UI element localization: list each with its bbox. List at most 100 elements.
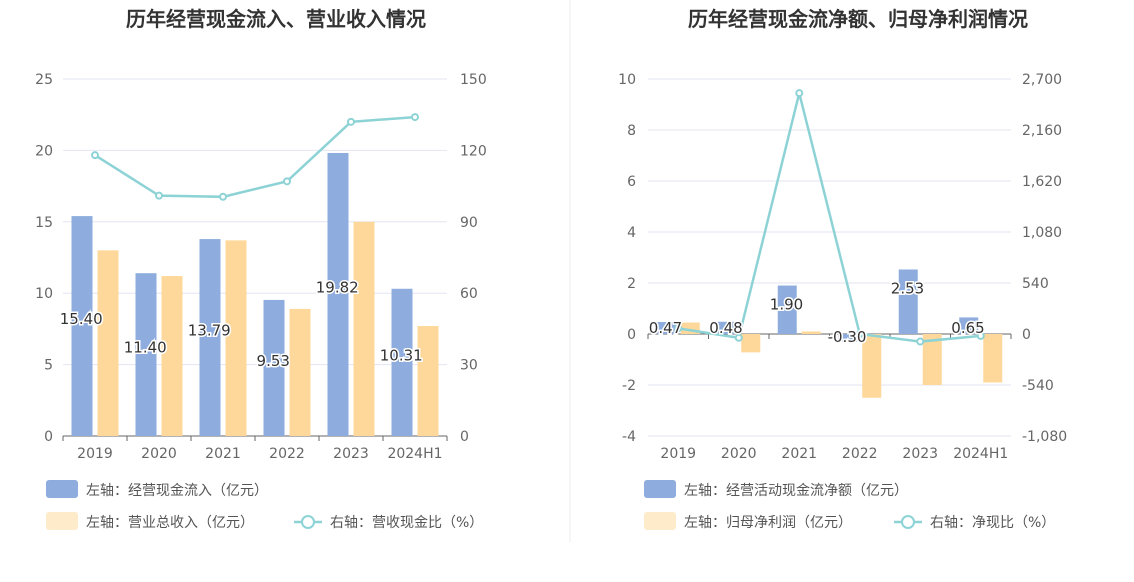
y-left-tick-label: 4 [627, 225, 636, 241]
y-left-tick-label: 25 [35, 72, 53, 88]
bar-0-primary [135, 273, 157, 436]
y-left-tick-label: 0 [627, 327, 636, 343]
data-label: 19.82 [316, 278, 359, 296]
y-right-tick-label: 0 [1022, 327, 1031, 343]
y-right-tick-label: 30 [460, 358, 478, 374]
bar-0-secondary [289, 308, 311, 436]
x-tick-label: 2024H1 [387, 446, 442, 462]
bar-1-primary [838, 334, 858, 342]
legend-label: 左轴：经营活动现金流净额（亿元） [684, 483, 908, 499]
legend-swatch-secondary [644, 512, 676, 530]
bar-0-secondary [161, 276, 183, 436]
y-right-tick-label: -540 [1022, 378, 1054, 394]
bar-1-primary [656, 322, 676, 334]
bar-0-secondary [417, 326, 439, 436]
bar-0-primary [71, 216, 93, 436]
data-label: 0.47 [649, 319, 682, 337]
bar-0-secondary [97, 250, 119, 436]
line-point [795, 89, 804, 98]
x-tick-label: 2021 [781, 446, 817, 462]
bar-1-secondary [862, 334, 882, 398]
bar-1-primary [898, 269, 918, 334]
legend-label: 左轴：归母净利润（亿元） [684, 514, 852, 531]
series-line [678, 92, 981, 343]
legend-label: 右轴：营收现金比（%） [330, 515, 483, 531]
line-point [976, 331, 985, 340]
y-left-tick-label: 6 [627, 174, 636, 190]
line-point [347, 117, 355, 126]
legend-swatch-secondary [46, 512, 78, 530]
y-right-tick-label: 120 [460, 143, 487, 159]
y-right-tick-label: 0 [460, 429, 469, 445]
legend-swatch-primary [46, 480, 78, 498]
x-tick-label: 2022 [269, 446, 305, 462]
line-point [91, 151, 99, 160]
bar-1-secondary [680, 322, 700, 334]
line-point [411, 113, 419, 122]
legend-swatch-primary [644, 480, 676, 498]
y-right-tick-label: -1,080 [1022, 429, 1067, 445]
y-left-tick-label: 8 [627, 123, 636, 139]
y-right-tick-label: 540 [1022, 276, 1049, 292]
chart-title-left: 历年经营现金流入、营业收入情况 [126, 7, 426, 31]
data-label: 2.53 [891, 279, 924, 297]
y-right-tick-label: 2,700 [1022, 72, 1062, 88]
data-label: 10.31 [380, 346, 423, 364]
x-tick-label: 2019 [77, 446, 113, 462]
y-left-tick-label: -4 [622, 429, 636, 445]
bar-0-primary [327, 152, 349, 436]
bar-1-secondary [922, 334, 942, 385]
line-point [734, 333, 743, 342]
x-tick-label: 2023 [333, 446, 369, 462]
y-right-tick-label: 150 [460, 72, 487, 88]
legend-label: 左轴：经营现金流入（亿元） [86, 483, 268, 499]
line-point [855, 330, 864, 338]
x-tick-label: 2021 [205, 446, 241, 462]
y-right-tick-label: 1,620 [1022, 174, 1062, 190]
bar-0-secondary [225, 240, 247, 436]
y-right-tick-label: 1,080 [1022, 225, 1062, 241]
x-tick-label: 2019 [660, 446, 696, 462]
bar-0-primary [263, 299, 285, 436]
chart-panel-left: 0 0 5 30 10 60 15 90 20 120 25 150 2019 2020 2021 2022 2… [35, 72, 487, 531]
legend-label: 右轴：净现比（%） [930, 515, 1055, 531]
line-point [219, 192, 227, 201]
bar-1-secondary [801, 331, 821, 334]
legend-line-marker [301, 515, 315, 529]
chart-title-right: 历年经营现金流净额、归母净利润情况 [688, 7, 1028, 31]
data-label: 11.40 [124, 339, 167, 357]
y-left-tick-label: 5 [44, 358, 53, 374]
x-tick-label: 2020 [141, 446, 177, 462]
y-right-tick-label: 90 [460, 215, 478, 231]
y-right-tick-label: 60 [460, 286, 478, 302]
data-label: 1.90 [770, 296, 803, 314]
bar-1-primary [717, 321, 737, 334]
bar-0-primary [199, 239, 221, 436]
series-line [94, 115, 416, 199]
y-right-tick-label: 2,160 [1022, 123, 1062, 139]
data-label: 0.48 [709, 319, 742, 337]
line-point [674, 324, 683, 333]
bar-1-primary [777, 285, 797, 334]
y-left-tick-label: 15 [35, 215, 53, 231]
bar-0-primary [391, 288, 413, 436]
data-label: 15.40 [60, 310, 103, 328]
y-left-tick-label: 10 [618, 72, 636, 88]
legend-label: 左轴：营业总收入（亿元） [86, 515, 254, 531]
data-label: -0.30 [828, 328, 867, 346]
bar-1-secondary [983, 334, 1003, 383]
y-left-tick-label: 20 [35, 143, 53, 159]
x-tick-label: 2022 [842, 446, 878, 462]
bar-1-secondary [741, 334, 761, 353]
bar-1-primary [959, 317, 979, 334]
y-left-tick-label: 0 [44, 429, 53, 445]
x-tick-label: 2023 [902, 446, 938, 462]
bar-0-secondary [353, 221, 375, 436]
legend-line-marker [901, 515, 915, 529]
y-left-tick-label: 10 [35, 286, 53, 302]
line-point [155, 191, 163, 200]
data-label: 0.65 [951, 319, 984, 337]
chart-panel-right: -4 -1,080 -2 -540 0 0 2 540 4 1,080 6 1,620 8 2,160 10… [618, 72, 1067, 531]
data-label: 13.79 [188, 322, 231, 340]
